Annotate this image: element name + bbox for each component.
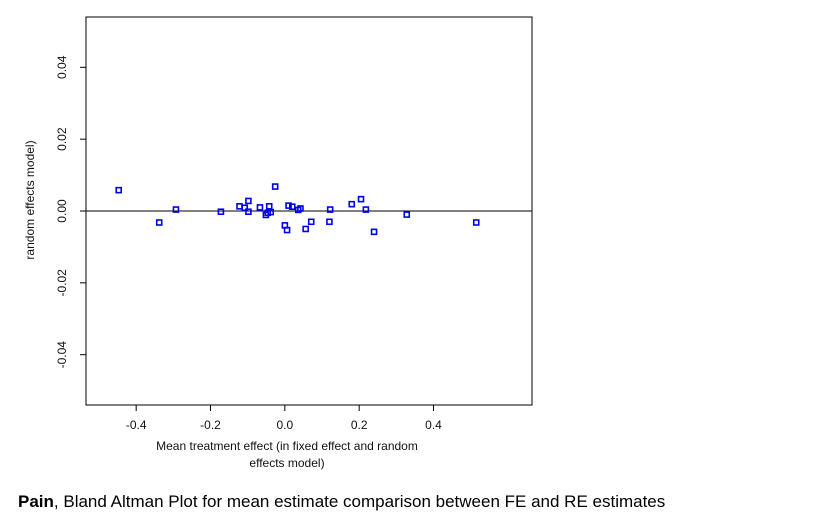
y-axis-label: random effects model) xyxy=(23,140,37,259)
x-tick-label: -0.2 xyxy=(200,418,221,432)
data-point xyxy=(241,204,249,212)
y-tick-label: -0.02 xyxy=(55,269,69,297)
data-point xyxy=(348,200,356,208)
data-points xyxy=(115,183,480,236)
data-point xyxy=(472,219,480,226)
data-point xyxy=(172,206,180,213)
data-point xyxy=(245,197,252,205)
x-tick-label: 0.4 xyxy=(425,418,442,432)
x-axis: -0.4 -0.2 0.0 0.2 0.4 xyxy=(126,405,442,432)
data-point xyxy=(283,226,291,234)
data-point xyxy=(115,186,123,194)
caption-text: , Bland Altman Plot for mean estimate co… xyxy=(53,492,666,511)
caption-bold-label: Pain xyxy=(18,492,54,511)
data-point xyxy=(265,203,273,210)
x-tick-label: 0.0 xyxy=(276,418,293,432)
data-point xyxy=(297,205,304,212)
y-tick-label: 0.02 xyxy=(55,127,69,151)
y-tick-label: -0.04 xyxy=(55,341,69,369)
data-point xyxy=(267,208,275,216)
x-tick-label: 0.2 xyxy=(351,418,368,432)
data-point xyxy=(271,183,279,190)
y-axis: -0.04 -0.02 0.00 0.02 0.04 xyxy=(55,55,86,368)
data-point xyxy=(326,206,334,213)
x-axis-label-line-2: effects model) xyxy=(249,456,324,470)
bland-altman-plot: -0.4 -0.2 0.0 0.2 0.4 -0.04 -0.02 0.00 0.02 0.04… xyxy=(23,16,533,470)
data-point xyxy=(326,218,333,226)
data-point xyxy=(370,228,378,236)
data-point xyxy=(288,203,296,210)
data-point xyxy=(403,211,411,218)
data-point xyxy=(307,218,315,226)
data-point xyxy=(217,208,225,216)
figure-caption: Pain, Bland Altman Plot for mean estimat… xyxy=(18,492,665,512)
x-tick-label: -0.4 xyxy=(126,418,147,432)
y-tick-label: 0.04 xyxy=(55,55,69,79)
data-point xyxy=(236,203,243,210)
data-point xyxy=(357,195,365,203)
data-point xyxy=(302,225,309,233)
data-point xyxy=(285,202,292,209)
data-point xyxy=(245,208,252,216)
data-point xyxy=(155,219,163,226)
data-point xyxy=(256,204,264,211)
data-point xyxy=(362,206,370,213)
y-tick-label: 0.00 xyxy=(55,199,69,223)
x-axis-label-line-1: Mean treatment effect (in fixed effect a… xyxy=(156,439,418,453)
